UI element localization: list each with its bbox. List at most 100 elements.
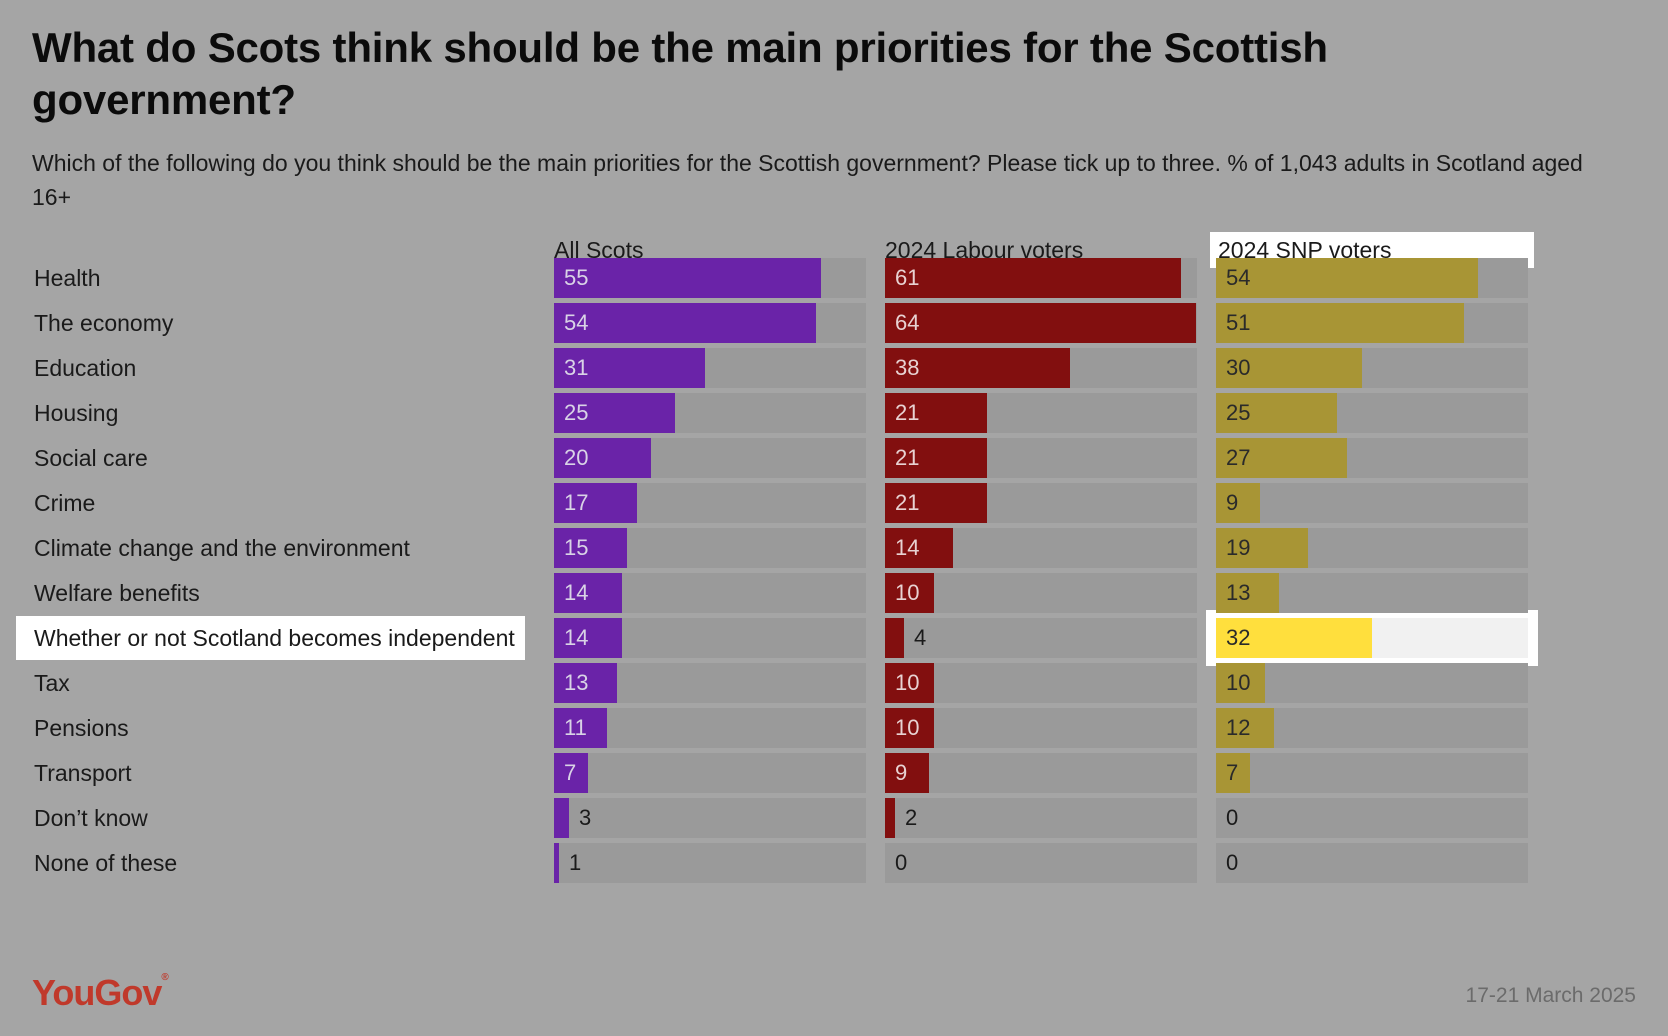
bar-all-scots (554, 348, 705, 388)
bar-2024-snp-voters (1216, 753, 1250, 793)
bar-track: 21 (885, 393, 1197, 433)
bar-2024-snp-voters (1216, 708, 1274, 748)
bar-2024-labour-voters (885, 708, 934, 748)
bar-track: 21 (885, 483, 1197, 523)
bar-2024-labour-voters (885, 663, 934, 703)
category-label-climate-change-and-the-environment: Climate change and the environment (34, 535, 410, 561)
bar-track: 61 (885, 258, 1197, 298)
value-label: 13 (1226, 580, 1251, 605)
bar-track: 25 (1216, 393, 1528, 433)
chart-title: What do Scots think should be the main p… (32, 24, 1328, 123)
bar-track: 30 (1216, 348, 1528, 388)
bar-track: 1 (554, 843, 866, 883)
bar-track: 31 (554, 348, 866, 388)
value-label: 15 (564, 535, 589, 560)
bar-all-scots (554, 483, 637, 523)
value-label: 12 (1226, 715, 1251, 740)
bar-2024-snp-voters (1216, 618, 1372, 658)
value-label: 0 (895, 850, 908, 875)
value-label: 64 (895, 310, 920, 335)
bar-track: 14 (554, 573, 866, 613)
category-label-health: Health (34, 265, 101, 291)
value-label: 21 (895, 490, 920, 515)
value-label: 7 (564, 760, 577, 785)
bar-2024-labour-voters (885, 438, 987, 478)
bar-track: 51 (1216, 303, 1528, 343)
bar-track: 0 (885, 843, 1197, 883)
category-label-housing: Housing (34, 400, 119, 426)
value-label: 4 (914, 625, 927, 650)
bar-2024-snp-voters (1216, 483, 1260, 523)
bar-all-scots (554, 438, 651, 478)
value-label: 14 (564, 625, 589, 650)
value-label: 3 (579, 805, 592, 830)
bar-2024-labour-voters (885, 393, 987, 433)
bar-all-scots (554, 618, 622, 658)
bar-track: 13 (1216, 573, 1528, 613)
category-label-welfare-benefits: Welfare benefits (34, 580, 200, 606)
bar-track: 55 (554, 258, 866, 298)
bar-track: 11 (554, 708, 866, 748)
bar-2024-labour-voters (885, 573, 934, 613)
bar-2024-snp-voters (1216, 348, 1362, 388)
bar-track: 10 (885, 573, 1197, 613)
bar-2024-labour-voters (885, 258, 1181, 298)
bar-2024-snp-voters (1216, 438, 1347, 478)
bar-track: 54 (1216, 258, 1528, 298)
bar-2024-snp-voters (1216, 258, 1478, 298)
bar-track: 64 (885, 303, 1197, 343)
value-label: 13 (564, 670, 589, 695)
bar-track: 0 (1216, 843, 1528, 883)
value-label: 51 (1226, 310, 1251, 335)
value-label: 9 (895, 760, 908, 785)
bar-2024-labour-voters (885, 528, 953, 568)
bar-track: 9 (885, 753, 1197, 793)
value-label: 1 (569, 850, 582, 875)
bar-track: 19 (1216, 528, 1528, 568)
bar-all-scots (554, 258, 821, 298)
chart-subtitle: Which of the following do you think shou… (32, 150, 1583, 210)
bar-track: 25 (554, 393, 866, 433)
bar-2024-snp-voters (1216, 663, 1265, 703)
bar-track: 15 (554, 528, 866, 568)
value-label: 9 (1226, 490, 1239, 515)
bar-2024-labour-voters (885, 618, 904, 658)
bar-all-scots (554, 753, 588, 793)
bar-track: 21 (885, 438, 1197, 478)
value-label: 11 (564, 715, 587, 740)
bar-track: 0 (1216, 798, 1528, 838)
bar-track: 9 (1216, 483, 1528, 523)
bar-2024-snp-voters (1216, 393, 1337, 433)
category-label-crime: Crime (34, 490, 96, 516)
bar-all-scots (554, 708, 607, 748)
value-label: 21 (895, 445, 920, 470)
bar-2024-snp-voters (1216, 303, 1464, 343)
category-label-whether-or-not-scotland-becomes-independent: Whether or not Scotland becomes independ… (16, 616, 525, 660)
bar-track: 27 (1216, 438, 1528, 478)
value-label: 27 (1226, 445, 1251, 470)
bar-2024-snp-voters (1216, 528, 1308, 568)
bar-2024-labour-voters (885, 348, 1070, 388)
bar-all-scots (554, 663, 617, 703)
value-label: 10 (895, 670, 920, 695)
bar-all-scots (554, 798, 569, 838)
value-label: 14 (564, 580, 589, 605)
bar-2024-labour-voters (885, 753, 929, 793)
bar-track: 10 (885, 708, 1197, 748)
category-label-don-t-know: Don’t know (34, 805, 148, 831)
value-label: 30 (1226, 355, 1251, 380)
category-label-none-of-these: None of these (34, 850, 178, 876)
bar-all-scots (554, 393, 675, 433)
category-label-education: Education (34, 355, 137, 381)
bar-all-scots (554, 843, 559, 883)
bar-2024-snp-voters (1216, 573, 1279, 613)
bar-track: 12 (1216, 708, 1528, 748)
value-label: 32 (1226, 625, 1251, 650)
bar-2024-labour-voters (885, 483, 987, 523)
category-label-the-economy: The economy (34, 310, 174, 336)
bar-track: 14 (885, 528, 1197, 568)
value-label: 14 (895, 535, 920, 560)
value-label: 10 (1226, 670, 1251, 695)
value-label: 7 (1226, 760, 1239, 785)
bar-track: 14 (554, 618, 866, 658)
